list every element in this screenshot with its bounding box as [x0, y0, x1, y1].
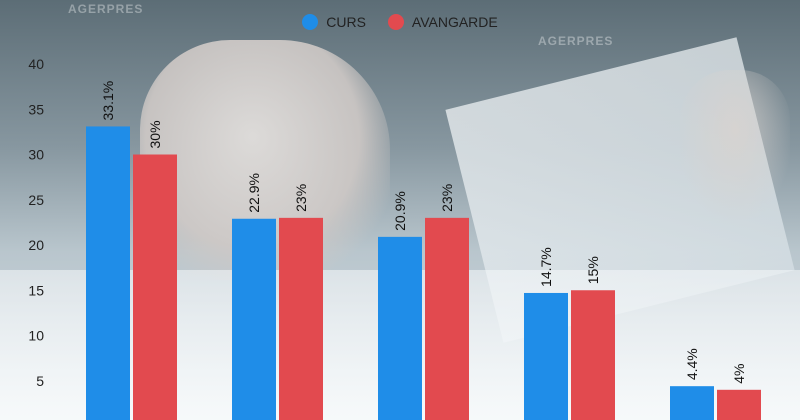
y-tick-label: 5	[36, 373, 44, 389]
y-tick-label: 15	[28, 282, 44, 298]
data-label-curs-2: 22.9%	[246, 173, 262, 213]
bar-avangarde-1[interactable]	[133, 154, 177, 420]
data-label-avangarde-4: 15%	[585, 256, 601, 284]
data-label-avangarde-1: 30%	[147, 120, 163, 148]
bar-avangarde-5[interactable]	[717, 389, 761, 420]
bar-avangarde-2[interactable]	[279, 217, 323, 420]
bar-curs-2[interactable]	[232, 218, 276, 420]
chart-legend: CURS AVANGARDE	[0, 14, 800, 30]
legend-item-series-b[interactable]: AVANGARDE	[387, 14, 498, 30]
data-label-avangarde-2: 23%	[293, 184, 309, 212]
data-label-curs-3: 20.9%	[392, 191, 408, 231]
watermark-logo: AGERPRES	[538, 34, 614, 48]
legend-swatch-series-b	[387, 14, 404, 30]
y-tick-label: 35	[28, 101, 44, 117]
bar-avangarde-4[interactable]	[571, 290, 615, 420]
bar-curs-1[interactable]	[86, 126, 130, 420]
hand-image	[680, 70, 790, 220]
y-tick-label: 20	[28, 237, 44, 253]
data-label-avangarde-5: 4%	[731, 364, 747, 384]
bar-curs-5[interactable]	[670, 386, 714, 420]
watermark-logo: AGERPRES	[68, 2, 144, 16]
data-label-curs-1: 33.1%	[100, 81, 116, 121]
bar-curs-3[interactable]	[378, 236, 422, 420]
y-tick-label: 25	[28, 192, 44, 208]
y-tick-label: 40	[28, 56, 44, 72]
bar-avangarde-3[interactable]	[425, 217, 469, 420]
legend-item-series-a[interactable]: CURS	[302, 14, 366, 30]
data-label-curs-5: 4.4%	[684, 348, 700, 380]
y-tick-label: 0	[36, 418, 44, 420]
y-tick-label: 30	[28, 147, 44, 163]
legend-swatch-series-a	[302, 14, 319, 30]
y-tick-label: 10	[28, 328, 44, 344]
legend-label-series-a: CURS	[326, 14, 366, 30]
bar-curs-4[interactable]	[524, 292, 568, 420]
data-label-curs-4: 14.7%	[538, 247, 554, 287]
data-label-avangarde-3: 23%	[439, 184, 455, 212]
legend-label-series-b: AVANGARDE	[411, 14, 498, 30]
